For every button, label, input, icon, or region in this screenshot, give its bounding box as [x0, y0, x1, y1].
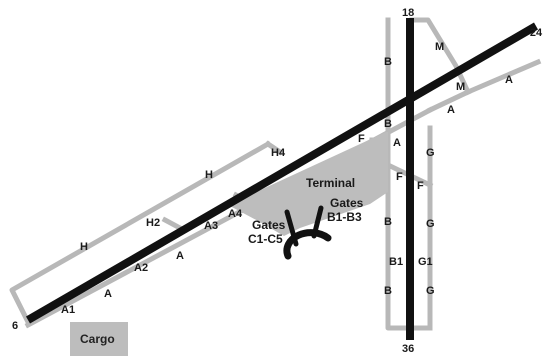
taxiway-label-a4: A4 — [228, 208, 243, 220]
gates-concourse — [283, 205, 332, 260]
taxiway-label-g1: G1 — [418, 256, 433, 268]
taxiway-label-b-1: B — [384, 56, 392, 68]
cargo-label: Cargo — [80, 332, 115, 346]
taxiway-h — [9, 140, 272, 326]
taxiway-label-a-5: A — [104, 288, 112, 300]
taxiway-b — [385, 17, 433, 331]
gate-spur-east — [311, 205, 324, 239]
taxiway-label-g-1: G — [426, 147, 435, 159]
gates-east-range: B1-B3 — [327, 210, 362, 224]
cargo-area — [70, 322, 128, 356]
taxiway-label-a2: A2 — [134, 262, 148, 274]
terminal-label: Terminal — [306, 176, 355, 190]
runway-6-24 — [25, 22, 539, 324]
gate-arc — [283, 229, 332, 260]
taxiway-a-link — [426, 88, 472, 114]
terminal-apron — [230, 132, 388, 236]
taxiway-label-h-1: H — [205, 169, 213, 181]
taxiway-label-f-3: F — [417, 180, 424, 192]
runway-end-36: 36 — [402, 343, 414, 355]
gates-east-title: Gates — [330, 196, 364, 210]
taxiway-label-h4: H4 — [271, 147, 286, 159]
taxiway-label-f-2: F — [396, 171, 403, 183]
gates-west-title: Gates — [252, 218, 286, 232]
taxiway-label-a1: A1 — [61, 304, 75, 316]
taxiway-label-f-1: F — [358, 133, 365, 145]
gate-spur-west — [284, 209, 299, 247]
taxiway-label-g-2: G — [426, 218, 435, 230]
taxiway-label-a-4: A — [176, 250, 184, 262]
taxiway-label-b-4: B — [384, 285, 392, 297]
runway-end-18: 18 — [402, 7, 414, 19]
runway-end-6: 6 — [12, 320, 18, 332]
taxiway-label-a-1: A — [505, 74, 513, 86]
taxiway-label-h2: H2 — [146, 217, 160, 229]
taxiway-label-a-3: A — [393, 137, 401, 149]
taxiway-label-a-2: A — [447, 104, 455, 116]
taxiway-label-b-2: B — [384, 118, 392, 130]
taxiway-label-m-2: M — [456, 81, 465, 93]
taxiway-h-end — [264, 140, 284, 156]
taxiway-label-b-3: B — [384, 216, 392, 228]
taxiway-m — [409, 17, 472, 96]
taxiway-label-g-3: G — [426, 285, 435, 297]
taxiway-label-a3: A3 — [204, 220, 218, 232]
taxiway-label-b1: B1 — [389, 256, 403, 268]
runway-end-24: 24 — [530, 27, 543, 39]
taxiway-label-h-2: H — [80, 241, 88, 253]
gates-west-range: C1-C5 — [248, 232, 283, 246]
taxiway-h2 — [161, 216, 184, 232]
runways — [25, 18, 539, 340]
taxiway-a-north — [464, 58, 542, 96]
taxiway-label-m-1: M — [435, 41, 444, 53]
